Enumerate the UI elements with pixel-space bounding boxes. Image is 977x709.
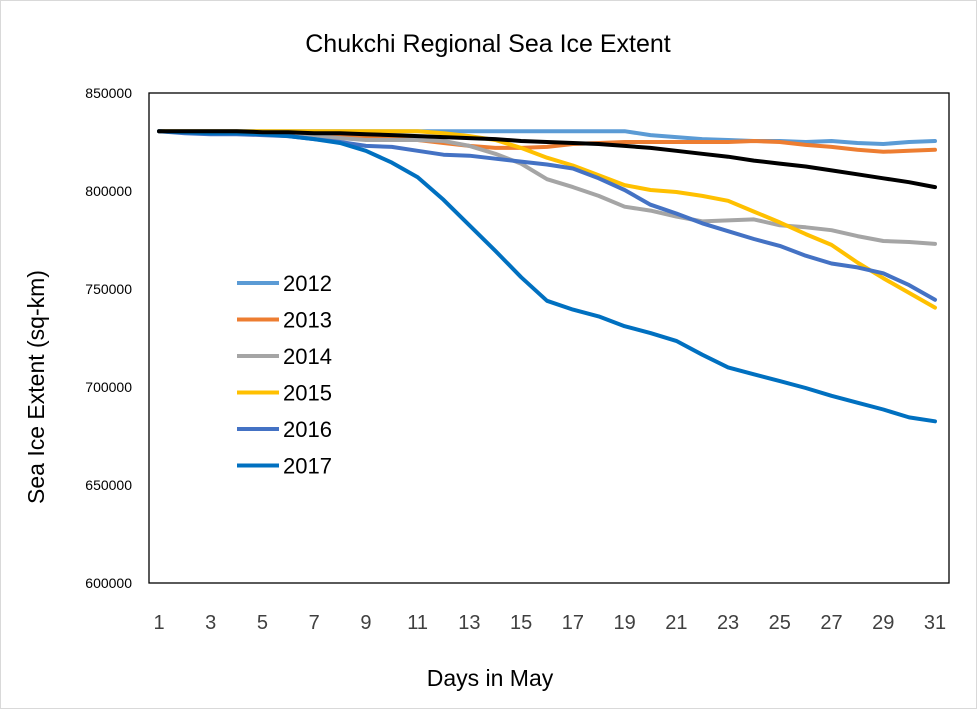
x-tick-label: 15 (510, 612, 532, 634)
x-tick-label: 11 (407, 612, 428, 634)
plot-area (148, 92, 950, 584)
x-tick-label: 27 (820, 612, 842, 634)
x-axis: 1 3 5 7 9 11 13 15 17 19 21 23 25 27 29 31 (153, 612, 946, 634)
x-tick-label: 19 (613, 612, 635, 634)
series-line-reference (157, 129, 937, 190)
x-tick-label: 5 (257, 612, 268, 634)
legend-label-2014: 2014 (283, 344, 332, 369)
y-axis-title: Sea Ice Extent (sq-km) (23, 270, 49, 504)
y-tick-label: 750000 (85, 281, 132, 297)
y-tick-label: 600000 (85, 575, 132, 591)
x-tick-label: 25 (769, 612, 791, 634)
y-tick-label: 800000 (85, 183, 132, 199)
x-axis-title: Days in May (427, 665, 554, 691)
legend-label-2016: 2016 (283, 417, 332, 442)
x-tick-label: 17 (562, 612, 584, 634)
y-tick-label: 700000 (85, 379, 132, 395)
y-tick-label: 850000 (85, 85, 132, 101)
series-lines (157, 129, 937, 424)
y-tick-label: 650000 (85, 477, 132, 493)
x-tick-label: 13 (458, 612, 480, 634)
x-tick-label: 21 (665, 612, 687, 634)
chart-title: Chukchi Regional Sea Ice Extent (305, 30, 671, 58)
x-tick-label: 29 (872, 612, 894, 634)
x-tick-label: 23 (717, 612, 739, 634)
x-tick-label: 31 (924, 612, 946, 634)
x-tick-label: 7 (309, 612, 320, 634)
x-tick-label: 3 (205, 612, 216, 634)
legend-label-2015: 2015 (283, 381, 332, 406)
y-axis: 600000 650000 700000 750000 800000 850000 (85, 85, 132, 591)
x-tick-label: 1 (153, 612, 164, 634)
legend: 2012 2013 2014 2015 2016 2017 (237, 271, 332, 479)
series-line-2017 (157, 129, 937, 424)
x-tick-label: 9 (360, 612, 371, 634)
legend-label-2013: 2013 (283, 308, 332, 333)
legend-label-2017: 2017 (283, 454, 332, 479)
legend-label-2012: 2012 (283, 271, 332, 296)
